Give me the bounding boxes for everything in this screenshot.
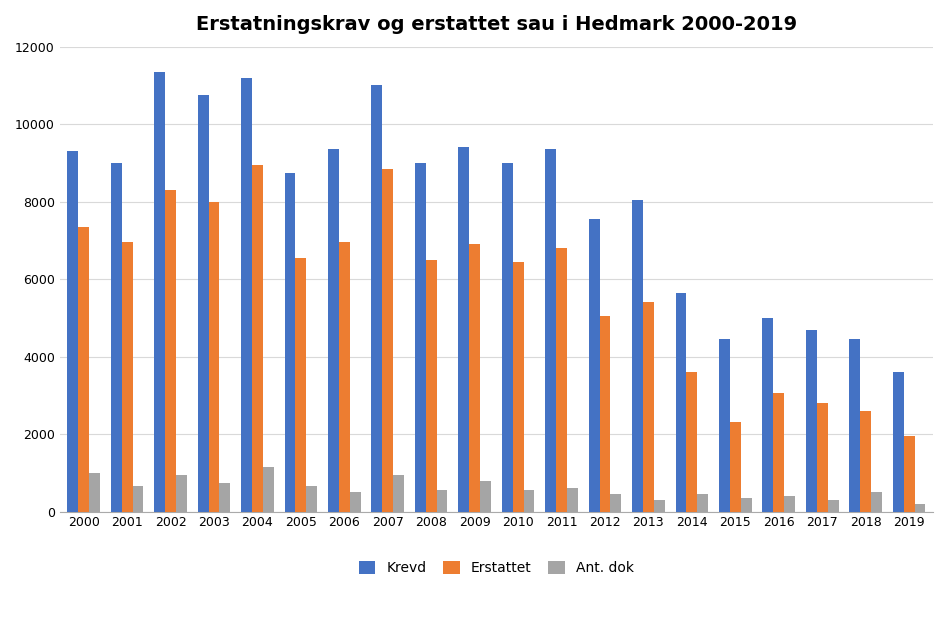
Bar [437, 490, 447, 511]
Bar [567, 488, 578, 511]
Bar [480, 481, 491, 511]
Bar [176, 475, 187, 511]
Bar [252, 165, 263, 511]
Bar [501, 163, 513, 511]
Bar [296, 258, 306, 511]
Bar [784, 496, 795, 511]
Legend: Krevd, Erstattet, Ant. dok: Krevd, Erstattet, Ant. dok [353, 556, 640, 581]
Bar [415, 163, 426, 511]
Bar [338, 242, 350, 511]
Bar [893, 372, 903, 511]
Bar [654, 500, 665, 511]
Bar [719, 339, 730, 511]
Bar [306, 487, 318, 511]
Bar [89, 473, 100, 511]
Bar [730, 422, 740, 511]
Bar [469, 244, 480, 511]
Bar [78, 227, 89, 511]
Bar [556, 248, 567, 511]
Bar [67, 151, 78, 511]
Bar [458, 148, 469, 511]
Bar [263, 467, 274, 511]
Bar [806, 329, 817, 511]
Bar [676, 293, 686, 511]
Bar [915, 504, 925, 511]
Bar [545, 149, 556, 511]
Bar [611, 494, 621, 511]
Bar [589, 219, 599, 511]
Bar [762, 318, 774, 511]
Bar [686, 372, 698, 511]
Bar [165, 190, 176, 511]
Title: Erstatningskrav og erstattet sau i Hedmark 2000-2019: Erstatningskrav og erstattet sau i Hedma… [196, 15, 797, 34]
Bar [241, 78, 252, 511]
Bar [121, 242, 133, 511]
Bar [209, 202, 219, 511]
Bar [328, 149, 338, 511]
Bar [828, 500, 838, 511]
Bar [426, 259, 437, 511]
Bar [903, 436, 915, 511]
Bar [698, 494, 708, 511]
Bar [849, 339, 860, 511]
Bar [198, 95, 209, 511]
Bar [523, 490, 535, 511]
Bar [599, 316, 611, 511]
Bar [774, 394, 784, 511]
Bar [817, 403, 828, 511]
Bar [284, 172, 296, 511]
Bar [643, 302, 654, 511]
Bar [871, 492, 882, 511]
Bar [740, 498, 752, 511]
Bar [111, 163, 121, 511]
Bar [393, 475, 404, 511]
Bar [860, 411, 871, 511]
Bar [219, 483, 230, 511]
Bar [350, 492, 360, 511]
Bar [513, 261, 523, 511]
Bar [632, 200, 643, 511]
Bar [133, 487, 143, 511]
Bar [155, 72, 165, 511]
Bar [372, 85, 382, 511]
Bar [382, 169, 393, 511]
